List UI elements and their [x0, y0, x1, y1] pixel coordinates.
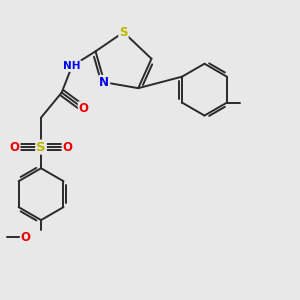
Text: NH: NH: [63, 61, 81, 71]
Text: O: O: [79, 102, 89, 115]
Text: O: O: [21, 231, 31, 244]
Text: O: O: [63, 141, 73, 154]
Text: N: N: [99, 76, 110, 89]
Text: S: S: [36, 141, 46, 154]
Text: S: S: [119, 26, 128, 39]
Text: O: O: [10, 141, 20, 154]
